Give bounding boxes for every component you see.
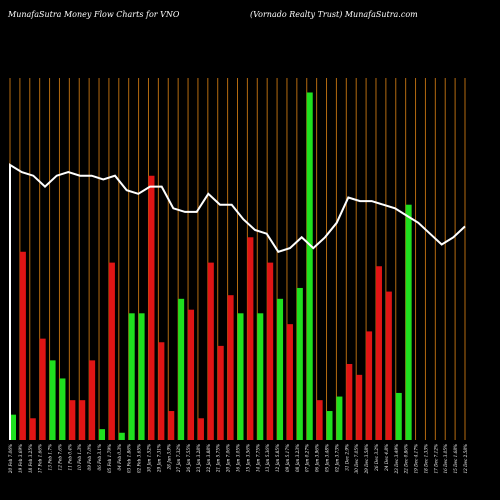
chart-subtitle: (Vornado Realty Trust) MunafaSutra.com — [250, 10, 418, 19]
x-tick-label: 30 Dec 7.05% — [354, 444, 359, 473]
money-flow-bar — [207, 262, 214, 440]
x-tick-label: 02 Jan 3.73% — [334, 444, 339, 472]
money-flow-bar — [267, 262, 274, 440]
bar-layer — [10, 92, 412, 441]
money-flow-bar — [296, 287, 303, 440]
x-tick-label: 16 Dec 3.05% — [443, 444, 448, 473]
x-tick-label: 08 Jan 3.23% — [295, 444, 300, 472]
money-flow-bar — [306, 92, 313, 440]
x-tick-label: 15 Dec 1.68% — [453, 444, 458, 473]
x-tick-label: 07 Jan 0.27% — [305, 444, 310, 472]
x-tick-label: 12 Dec 2.58% — [463, 444, 468, 473]
money-flow-bar — [118, 432, 125, 440]
money-flow-bar — [277, 298, 284, 440]
x-tick-label: 17 Dec 7.12% — [433, 444, 438, 473]
x-tick-label: 23 Dec 3.49% — [394, 444, 399, 474]
x-tick-label: 22 Dec 0.86% — [404, 444, 409, 474]
x-tick-label: 11 Feb 0.4% — [67, 444, 72, 470]
chart-title: MunafaSutra Money Flow Charts for VNO — [8, 10, 180, 19]
money-flow-bar — [29, 418, 36, 440]
x-tick-label: 10 Feb 1.3% — [77, 444, 82, 470]
x-tick-label: 05 Jan 3.48% — [325, 444, 330, 472]
money-flow-bar — [158, 342, 165, 440]
x-tick-label: 23 Jan 3.28% — [196, 444, 201, 473]
x-tick-label: 13 Jan 5.36% — [265, 444, 270, 472]
money-flow-bar — [227, 295, 234, 440]
x-tick-label: 17 Feb 1.66% — [38, 444, 43, 473]
x-tick-label: 16 Jan 3.05% — [236, 444, 241, 472]
x-tick-label: 18 Feb 3.25% — [28, 444, 33, 473]
money-flow-bar — [128, 313, 135, 440]
money-flow-bar — [405, 204, 412, 440]
money-flow-bar — [217, 345, 224, 440]
money-flow-bar — [138, 313, 145, 440]
x-tick-label: 24 Dec 4.8% — [384, 444, 389, 472]
money-flow-bar — [178, 298, 185, 440]
money-flow-bar — [108, 262, 115, 440]
x-tick-label: 26 Jan 7.55% — [186, 444, 191, 473]
x-axis-labels: 20 Feb 7.06% 19 Feb 3.69% 18 Feb 3.25% 17 F… — [8, 444, 468, 475]
x-tick-label: 26 Dec 3.2% — [374, 444, 379, 472]
money-flow-bar — [286, 324, 293, 440]
money-flow-bar — [346, 363, 353, 440]
x-tick-label: 28 Jan 3.9% — [166, 444, 171, 471]
x-tick-label: 05 Feb 1.79% — [107, 444, 112, 473]
x-tick-label: 21 Jan 5.75% — [216, 444, 221, 473]
x-tick-label: 31 Dec 2.9% — [344, 444, 349, 471]
x-tick-label: 15 Jan 3.56% — [245, 444, 250, 472]
money-flow-bar — [99, 429, 106, 440]
x-tick-label: 09 Feb 7.0% — [87, 444, 92, 470]
money-flow-bar — [257, 313, 264, 440]
money-flow-bar — [168, 411, 175, 440]
money-flow-bar — [247, 237, 254, 440]
money-flow-bar — [356, 374, 363, 440]
x-tick-label: 03 Feb 1.86% — [127, 444, 132, 473]
money-flow-bar — [326, 411, 333, 440]
x-tick-label: 20 Feb 7.06% — [8, 444, 13, 474]
money-flow-bar — [69, 400, 76, 440]
x-tick-label: 18 Dec 1.33% — [423, 444, 428, 473]
x-tick-label: 27 Jan 7.32% — [176, 444, 181, 473]
x-tick-label: 20 Jan 7.06% — [226, 444, 231, 473]
price-line — [9, 163, 466, 440]
x-tick-label: 09 Jan 5.17% — [285, 444, 290, 472]
money-flow-bar — [19, 251, 26, 440]
x-tick-label: 14 Jan 7.75% — [255, 444, 260, 472]
money-flow-bar — [148, 175, 155, 441]
x-tick-label: 12 Jan 5.85% — [275, 444, 280, 472]
money-flow-bar — [385, 291, 392, 440]
x-tick-label: 29 Jan 7.31% — [156, 444, 161, 473]
line-layer — [9, 163, 466, 440]
money-flow-bar — [49, 360, 56, 440]
money-flow-bar — [375, 266, 382, 440]
money-flow-bar — [237, 313, 244, 440]
x-tick-label: 13 Feb 1.7% — [48, 444, 53, 470]
x-tick-label: 22 Jan 3.88% — [206, 444, 211, 473]
x-tick-label: 29 Dec 3.58% — [364, 444, 369, 474]
x-tick-label: 06 Jan 3.96% — [315, 444, 320, 472]
money-flow-bar — [39, 338, 46, 440]
money-flow-bar — [10, 414, 16, 440]
money-flow-bar — [188, 309, 195, 440]
x-tick-label: 19 Feb 3.69% — [18, 444, 23, 473]
money-flow-bar — [316, 400, 323, 440]
money-flow-bar — [395, 392, 402, 440]
x-tick-label: 02 Feb 3.65% — [137, 444, 142, 473]
x-tick-label: 30 Jan 1.52% — [146, 444, 151, 472]
money-flow-bar — [197, 418, 204, 440]
x-tick-label: 04 Feb 0.3% — [117, 444, 122, 470]
money-flow-bar — [59, 378, 66, 440]
x-tick-label: 06 Feb 3.1% — [97, 444, 102, 470]
money-flow-bar — [366, 331, 373, 440]
x-tick-label: 12 Feb 7.6% — [57, 444, 62, 470]
money-flow-bar — [89, 360, 96, 440]
money-flow-bar — [336, 396, 343, 440]
x-tick-label: 19 Dec 4.17% — [414, 444, 419, 473]
money-flow-bar — [79, 400, 86, 440]
